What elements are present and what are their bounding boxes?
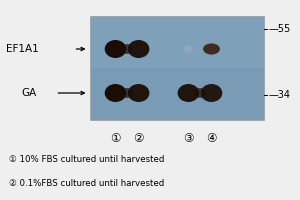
Text: ②: ②	[133, 132, 144, 144]
Text: ② 0.1%FBS cultured until harvested: ② 0.1%FBS cultured until harvested	[9, 180, 164, 188]
Text: EF1A1: EF1A1	[6, 44, 39, 54]
Ellipse shape	[178, 84, 199, 102]
Ellipse shape	[184, 45, 193, 53]
Ellipse shape	[105, 40, 126, 58]
FancyBboxPatch shape	[90, 16, 264, 120]
Text: —34: —34	[268, 90, 290, 100]
Text: ③: ③	[183, 132, 194, 144]
Text: ① 10% FBS cultured until harvested: ① 10% FBS cultured until harvested	[9, 156, 164, 164]
Ellipse shape	[201, 84, 222, 102]
Ellipse shape	[105, 84, 126, 102]
Ellipse shape	[128, 40, 149, 58]
Ellipse shape	[121, 88, 133, 98]
Ellipse shape	[194, 88, 206, 98]
Text: ①: ①	[110, 132, 121, 144]
FancyBboxPatch shape	[90, 16, 264, 68]
Ellipse shape	[203, 43, 220, 55]
Text: GA: GA	[21, 88, 36, 98]
Ellipse shape	[121, 44, 133, 54]
Text: ④: ④	[206, 132, 217, 144]
Ellipse shape	[128, 84, 149, 102]
Text: —55: —55	[268, 24, 291, 34]
